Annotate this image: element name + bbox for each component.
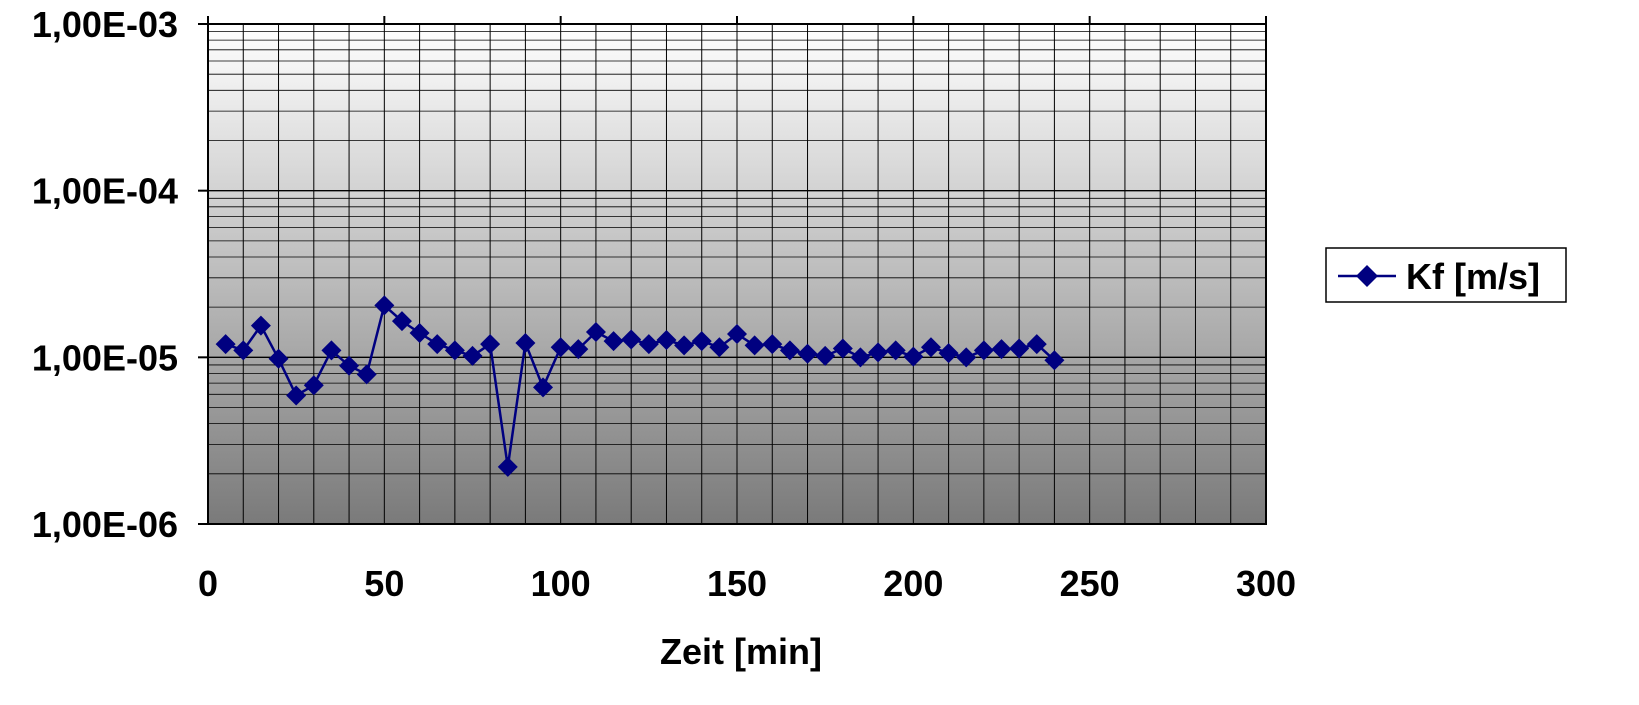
data-point-marker	[250, 315, 271, 336]
data-point-marker	[868, 342, 889, 363]
data-point-marker	[762, 334, 783, 355]
x-axis-tick-label: 0	[198, 563, 218, 604]
x-axis-tick-label: 250	[1060, 563, 1120, 604]
legend-label: Kf [m/s]	[1406, 256, 1540, 297]
data-point-marker	[550, 337, 571, 358]
data-point-marker	[832, 338, 853, 359]
data-point-marker	[991, 339, 1012, 360]
data-point-marker	[709, 337, 730, 358]
data-point-marker	[1026, 334, 1047, 355]
x-axis-tick-label: 50	[364, 563, 404, 604]
data-point-marker	[920, 337, 941, 358]
x-axis-title: Zeit [min]	[660, 631, 822, 672]
data-point-marker	[621, 329, 642, 350]
y-axis-tick-label: 1,00E-05	[32, 337, 178, 378]
data-point-marker	[956, 347, 977, 368]
data-point-marker	[797, 343, 818, 364]
y-axis-tick-label: 1,00E-06	[32, 504, 178, 545]
data-point-marker	[409, 322, 430, 343]
x-axis-tick-labels: 0 50 100 150 200 250 300	[198, 563, 1296, 604]
data-point-marker	[533, 377, 554, 398]
series-kf	[215, 295, 1065, 477]
data-point-marker	[656, 330, 677, 351]
data-point-marker	[339, 355, 360, 376]
data-point-marker	[903, 346, 924, 367]
data-point-marker	[691, 331, 712, 352]
data-point-marker	[321, 340, 342, 361]
data-point-marker	[444, 340, 465, 361]
legend: Kf [m/s]	[1325, 247, 1567, 303]
data-point-marker	[779, 340, 800, 361]
data-point-marker	[215, 334, 236, 355]
data-point-marker	[286, 385, 307, 406]
data-point-marker	[391, 311, 412, 332]
data-point-marker	[568, 339, 589, 360]
data-point-marker	[268, 348, 289, 369]
data-point-marker	[674, 335, 695, 356]
data-point-marker	[938, 343, 959, 364]
x-axis-tick-label: 300	[1236, 563, 1296, 604]
y-axis-tick-label: 1,00E-04	[32, 171, 178, 212]
data-point-marker	[233, 340, 254, 361]
data-point-marker	[497, 456, 518, 477]
x-axis-tick-label: 150	[707, 563, 767, 604]
axis-ticks	[198, 16, 1267, 525]
legend-diamond-marker	[1356, 265, 1378, 287]
data-point-marker	[480, 334, 501, 355]
data-point-marker	[638, 334, 659, 355]
data-point-marker	[303, 375, 324, 396]
data-point-marker	[515, 332, 536, 353]
x-axis-tick-label: 200	[883, 563, 943, 604]
data-point-marker	[462, 345, 483, 366]
data-point-marker	[850, 347, 871, 368]
data-point-marker	[1044, 350, 1065, 371]
data-point-marker	[815, 345, 836, 366]
data-point-marker	[727, 324, 747, 345]
y-axis-tick-labels: 1,00E-03 1,00E-04 1,00E-05 1,00E-06	[32, 4, 178, 545]
x-axis-tick-label: 100	[531, 563, 591, 604]
data-point-marker	[973, 340, 994, 361]
data-point-marker	[1009, 338, 1030, 359]
data-point-marker	[885, 340, 906, 361]
data-point-marker	[585, 321, 606, 342]
data-point-marker	[427, 334, 448, 355]
data-point-marker	[603, 331, 624, 352]
y-axis-tick-label: 1,00E-03	[32, 4, 178, 45]
grid-lines	[208, 24, 1266, 524]
data-point-marker	[744, 335, 765, 356]
data-point-marker	[356, 364, 377, 385]
data-point-marker	[374, 295, 395, 316]
